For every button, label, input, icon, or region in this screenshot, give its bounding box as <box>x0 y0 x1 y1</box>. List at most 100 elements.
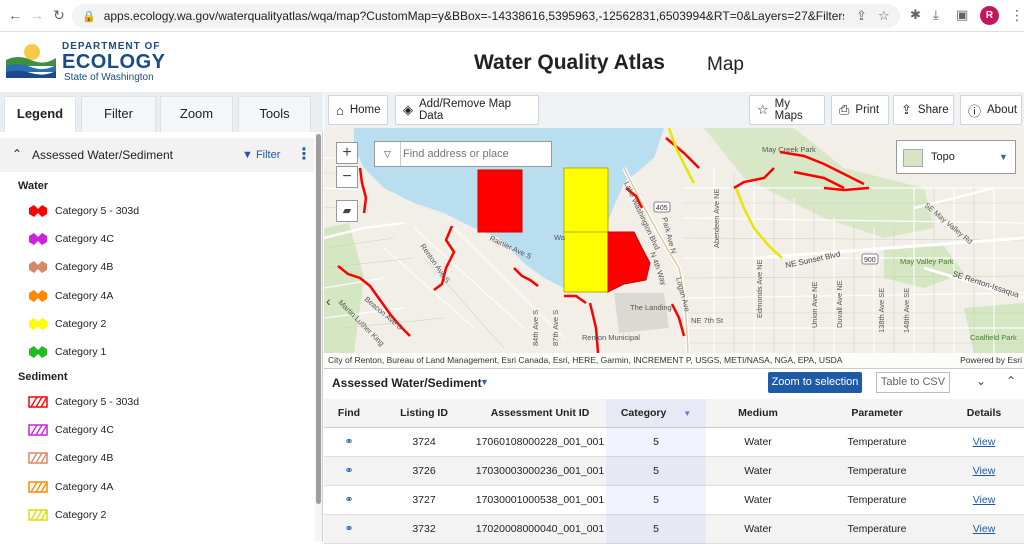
map-attribution: City of Renton, Bureau of Land Managemen… <box>324 353 1024 368</box>
scrollbar-thumb[interactable] <box>316 134 321 504</box>
dept-line: DEPARTMENT OF <box>62 41 161 52</box>
au-id-cell: 17020008000040_001_001 <box>475 523 605 535</box>
chevron-up-icon[interactable]: ⌃ <box>1006 374 1017 388</box>
zoom-out-button[interactable]: − <box>336 166 358 188</box>
tab-zoom[interactable]: Zoom <box>160 96 233 132</box>
map-label-may-valley-park: May Valley Park <box>900 257 954 266</box>
home-icon: ⌂ <box>336 102 344 118</box>
col-category[interactable]: Category ▼ <box>606 399 706 428</box>
table-row[interactable]: ⚭ 3727 17030001000538_001_001 5 Water Tempera… <box>324 486 1024 515</box>
about-button[interactable]: ⓘ About <box>960 95 1022 125</box>
col-assessment-unit-id[interactable]: Assessment Unit ID <box>490 407 590 419</box>
find-cell[interactable]: ⚭ <box>324 428 374 457</box>
download-icon[interactable]: ⤓ <box>933 7 939 22</box>
legend-swatch-icon <box>28 480 48 493</box>
assessed-polygon-cat2-south[interactable] <box>563 231 609 293</box>
details-cell: View <box>944 486 1024 515</box>
find-cell[interactable]: ⚭ <box>324 457 374 486</box>
assessed-streams-cat2[interactable] <box>667 128 783 259</box>
assessed-polygon-cat5-east[interactable] <box>607 231 651 293</box>
side-panel-icon[interactable]: ▣ <box>956 7 969 22</box>
au-id-cell: 17030003000236_001_001 <box>475 465 605 477</box>
map-label-renton-ave: Renton Ave S <box>418 242 452 285</box>
collapse-panel-chevron-icon[interactable]: ‹ <box>326 293 331 309</box>
page-subtitle: Map <box>707 54 744 75</box>
tab-legend[interactable]: Legend <box>4 96 76 132</box>
share-page-icon[interactable]: ⇪ <box>856 8 867 23</box>
reload-icon[interactable]: ↻ <box>53 7 65 23</box>
col-parameter[interactable]: Parameter <box>851 407 903 419</box>
tab-filter[interactable]: Filter <box>81 96 156 132</box>
view-details-link[interactable]: View <box>972 523 996 535</box>
table-to-csv-button[interactable]: Table to CSV <box>876 372 950 393</box>
results-caret-icon[interactable]: ▼ <box>480 377 489 387</box>
home-button[interactable]: ⌂ Home <box>328 95 388 125</box>
col-find[interactable]: Find <box>337 407 361 419</box>
assessed-polygon-cat2-north[interactable] <box>563 167 609 233</box>
address-bar[interactable]: 🔒 apps.ecology.wa.gov/waterqualityatlas/… <box>72 4 900 28</box>
layer-filter-button[interactable]: ▼ Filter <box>242 149 280 161</box>
attribution-text: City of Renton, Bureau of Land Managemen… <box>328 355 843 365</box>
url-text[interactable]: apps.ecology.wa.gov/waterqualityatlas/wq… <box>103 9 844 23</box>
col-listing-id[interactable]: Listing ID <box>400 407 448 419</box>
table-row[interactable]: ⚭ 3726 17030003000236_001_001 5 Water Tempera… <box>324 457 1024 486</box>
zoom-in-button[interactable]: + <box>336 142 358 164</box>
view-details-link[interactable]: View <box>972 494 996 506</box>
layer-title[interactable]: Assessed Water/Sediment <box>32 148 173 162</box>
col-medium[interactable]: Medium <box>738 407 778 419</box>
bookmark-star-icon[interactable]: ☆ <box>878 8 890 23</box>
home-label: Home <box>349 104 381 116</box>
legend-scrollbar[interactable] <box>315 132 322 541</box>
results-title[interactable]: Assessed Water/Sediment <box>332 376 482 390</box>
lock-icon[interactable]: 🔒 <box>82 10 96 23</box>
legend-item-label: Category 4A <box>55 480 114 493</box>
legend-swatch-icon <box>29 317 47 330</box>
browser-menu-icon[interactable]: ⋮ <box>1010 7 1024 23</box>
binoculars-icon[interactable]: ⚭ <box>344 494 354 506</box>
table-row[interactable]: ⚭ 3724 17060108000228_001_001 5 Water Tempera… <box>324 428 1024 457</box>
parameter-cell: Temperature <box>847 523 907 535</box>
basemap-selector[interactable]: Topo ▼ <box>896 140 1016 174</box>
find-cell[interactable]: ⚭ <box>324 486 374 515</box>
add-remove-data-button[interactable]: ◈ Add/Remove Map Data <box>395 95 539 125</box>
view-details-link[interactable]: View <box>972 465 996 477</box>
back-arrow-icon[interactable]: ← <box>8 7 22 23</box>
mlk-way <box>324 221 405 240</box>
hwy-900-label: 900 <box>864 257 876 264</box>
zoom-to-selection-button[interactable]: Zoom to selection <box>768 372 862 393</box>
category-cell: 5 <box>606 457 706 486</box>
binoculars-icon[interactable]: ⚭ <box>344 436 354 448</box>
results-panel: Assessed Water/Sediment ▼ Zoom to select… <box>324 368 1024 544</box>
forward-arrow-icon[interactable]: → <box>30 7 44 23</box>
share-button[interactable]: ⇪ Share <box>893 95 954 125</box>
wa-extent-button[interactable]: ▰ <box>336 200 358 222</box>
map-label-edmonds: Edmonds Ave NE <box>755 259 764 318</box>
binoculars-icon[interactable]: ⚭ <box>344 523 354 535</box>
map-label-renton-municipal: Renton Municipal <box>582 333 640 342</box>
assessed-polygon-cat5-north[interactable] <box>477 169 523 233</box>
more-options-icon[interactable]: ⋮ <box>296 146 312 163</box>
profile-avatar[interactable]: R <box>980 6 999 25</box>
topo-thumbnail-icon <box>903 149 923 167</box>
view-details-link[interactable]: View <box>972 436 996 448</box>
print-button[interactable]: ⎙ Print <box>831 95 889 125</box>
map-view[interactable]: May Creek Park May Valley Park The Landi… <box>324 128 1024 368</box>
extensions-puzzle-icon[interactable]: ✱ <box>910 7 921 22</box>
assessed-streams-cat5[interactable] <box>337 137 870 354</box>
legend-item-label: Category 4B <box>55 261 114 274</box>
search-source-dropdown[interactable]: ▽ <box>375 142 401 166</box>
map-canvas[interactable]: May Creek Park May Valley Park The Landi… <box>324 128 1024 368</box>
chevron-up-icon[interactable]: ⌃ <box>12 147 23 161</box>
tab-tools[interactable]: Tools <box>238 96 311 132</box>
powered-by-esri[interactable]: Powered by Esri <box>960 355 1022 365</box>
hwy-405-shield: 405 <box>653 201 671 213</box>
chevron-down-icon[interactable]: ⌄ <box>976 374 987 388</box>
my-maps-button[interactable]: ☆ My Maps <box>749 95 825 125</box>
search-input[interactable] <box>403 145 549 163</box>
col-details[interactable]: Details <box>966 407 1002 419</box>
find-cell[interactable]: ⚭ <box>324 515 374 544</box>
medium-cell: Water <box>744 465 772 477</box>
table-row[interactable]: ⚭ 3732 17020008000040_001_001 5 Water Tempera… <box>324 515 1024 544</box>
binoculars-icon[interactable]: ⚭ <box>344 465 354 477</box>
share-label: Share <box>917 104 949 116</box>
